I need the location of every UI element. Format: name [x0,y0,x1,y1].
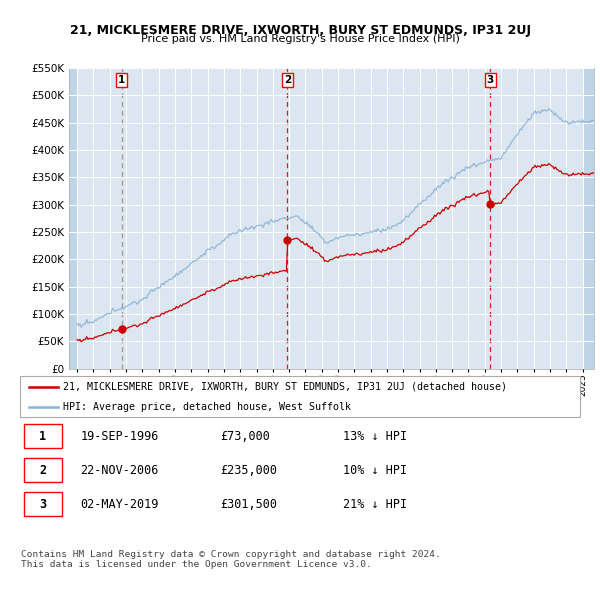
Bar [69,68,77,369]
Text: Contains HM Land Registry data © Crown copyright and database right 2024.
This d: Contains HM Land Registry data © Crown c… [21,550,441,569]
Text: 3: 3 [40,497,46,510]
Text: 2: 2 [40,464,46,477]
Text: £235,000: £235,000 [220,464,277,477]
Text: Price paid vs. HM Land Registry's House Price Index (HPI): Price paid vs. HM Land Registry's House … [140,34,460,44]
Text: 21, MICKLESMERE DRIVE, IXWORTH, BURY ST EDMUNDS, IP31 2UJ: 21, MICKLESMERE DRIVE, IXWORTH, BURY ST … [70,24,530,37]
FancyBboxPatch shape [23,424,62,448]
Text: £301,500: £301,500 [220,497,277,510]
FancyBboxPatch shape [20,376,580,417]
Bar [583,68,594,369]
Text: 13% ↓ HPI: 13% ↓ HPI [343,430,407,442]
FancyBboxPatch shape [23,492,62,516]
Text: 1: 1 [40,430,46,442]
Text: 21% ↓ HPI: 21% ↓ HPI [343,497,407,510]
Text: 19-SEP-1996: 19-SEP-1996 [80,430,159,442]
Text: HPI: Average price, detached house, West Suffolk: HPI: Average price, detached house, West… [64,402,352,412]
FancyBboxPatch shape [23,458,62,481]
Text: 10% ↓ HPI: 10% ↓ HPI [343,464,407,477]
Bar [69,68,77,369]
Text: 2: 2 [284,76,291,86]
Text: £73,000: £73,000 [220,430,270,442]
Bar [583,68,594,369]
Text: 3: 3 [487,76,494,86]
Text: 21, MICKLESMERE DRIVE, IXWORTH, BURY ST EDMUNDS, IP31 2UJ (detached house): 21, MICKLESMERE DRIVE, IXWORTH, BURY ST … [64,382,508,392]
Text: 22-NOV-2006: 22-NOV-2006 [80,464,159,477]
Text: 02-MAY-2019: 02-MAY-2019 [80,497,159,510]
Text: 1: 1 [118,76,125,86]
